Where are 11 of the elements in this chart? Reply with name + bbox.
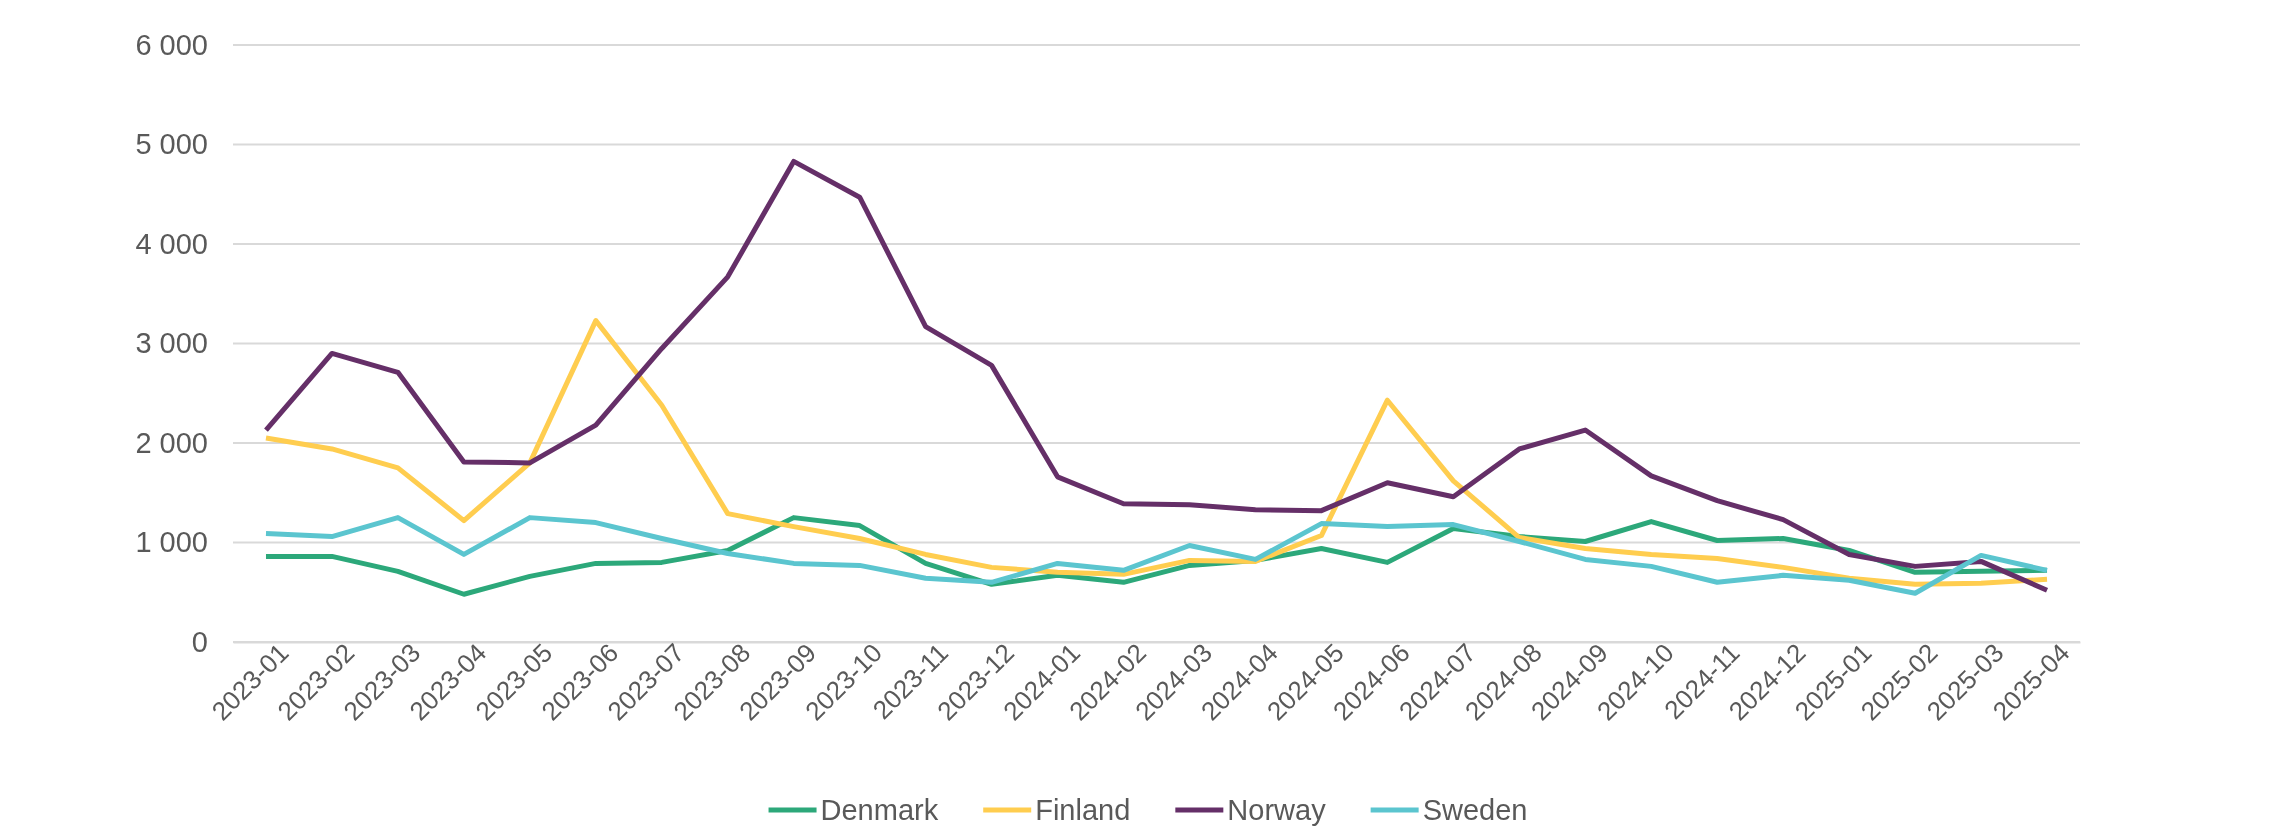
legend-label: Norway xyxy=(1227,794,1327,826)
y-tick-label: 4 000 xyxy=(135,227,208,260)
legend-label: Denmark xyxy=(820,794,939,826)
y-tick-label: 0 xyxy=(191,625,208,658)
y-tick-label: 3 000 xyxy=(135,327,208,360)
y-tick-label: 6 000 xyxy=(135,28,208,61)
y-tick-label: 5 000 xyxy=(135,128,208,161)
y-tick-label: 1 000 xyxy=(135,526,208,559)
y-tick-label: 2 000 xyxy=(135,426,208,459)
legend-label: Finland xyxy=(1035,794,1131,826)
legend-label: Sweden xyxy=(1422,794,1528,826)
